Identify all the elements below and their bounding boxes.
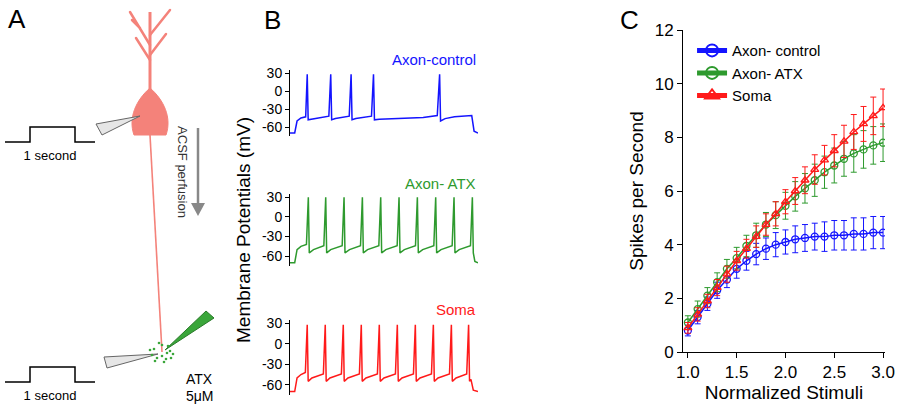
svg-text:5μM: 5μM <box>186 388 214 404</box>
svg-text:0: 0 <box>274 83 282 99</box>
svg-text:2: 2 <box>664 289 673 308</box>
svg-text:Axon- control: Axon- control <box>732 42 820 59</box>
svg-text:-60: -60 <box>262 248 282 264</box>
svg-text:Spikes per Second: Spikes per Second <box>626 111 647 271</box>
svg-text:0: 0 <box>274 336 282 352</box>
svg-text:ACSF perfusion: ACSF perfusion <box>175 126 190 218</box>
svg-text:0: 0 <box>664 343 673 362</box>
svg-text:6: 6 <box>664 182 673 201</box>
svg-text:B: B <box>264 5 281 35</box>
svg-text:-30: -30 <box>262 356 282 372</box>
svg-text:Normalized Stimuli: Normalized Stimuli <box>705 382 863 403</box>
svg-text:A: A <box>8 4 26 34</box>
svg-text:10: 10 <box>655 75 674 94</box>
svg-text:0: 0 <box>274 209 282 225</box>
svg-text:2.0: 2.0 <box>774 363 798 382</box>
svg-text:30: 30 <box>267 189 283 205</box>
svg-text:30: 30 <box>267 315 283 331</box>
svg-text:Axon- ATX: Axon- ATX <box>732 65 803 82</box>
svg-text:C: C <box>620 5 639 35</box>
svg-text:3.0: 3.0 <box>871 363 895 382</box>
svg-text:4: 4 <box>664 236 673 255</box>
svg-text:ATX: ATX <box>186 371 213 387</box>
svg-text:Soma: Soma <box>732 87 772 104</box>
svg-text:2.5: 2.5 <box>822 363 846 382</box>
svg-text:Axon- ATX: Axon- ATX <box>405 175 476 192</box>
svg-text:Membrane Potentials (mV): Membrane Potentials (mV) <box>233 117 254 343</box>
svg-text:-60: -60 <box>262 119 282 135</box>
svg-text:1 second: 1 second <box>24 388 77 403</box>
svg-text:1.5: 1.5 <box>725 363 749 382</box>
svg-text:12: 12 <box>655 21 674 40</box>
svg-text:-60: -60 <box>262 377 282 393</box>
svg-text:1 second: 1 second <box>24 148 77 163</box>
svg-text:-30: -30 <box>262 228 282 244</box>
svg-text:8: 8 <box>664 128 673 147</box>
svg-text:Axon-control: Axon-control <box>392 51 476 68</box>
svg-text:-30: -30 <box>262 101 282 117</box>
svg-text:1.0: 1.0 <box>676 363 700 382</box>
svg-text:Soma: Soma <box>436 301 476 318</box>
svg-text:30: 30 <box>267 65 283 81</box>
